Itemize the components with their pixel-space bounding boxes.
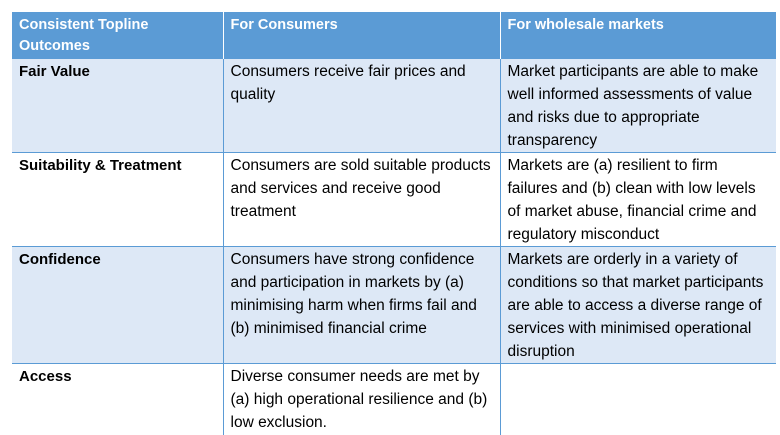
row-outcome-label: Suitability & Treatment <box>12 152 223 247</box>
row-consumers-cell: Diverse consumer needs are met by (a) hi… <box>222 363 500 435</box>
table-row: Suitability & Treatment Consumers are so… <box>12 152 776 247</box>
header-outcomes: Consistent Topline Outcomes <box>12 12 223 59</box>
row-wholesale-cell: Markets are orderly in a variety of cond… <box>499 246 776 364</box>
outcomes-table: Consistent Topline Outcomes For Consumer… <box>12 12 776 435</box>
header-wholesale: For wholesale markets <box>499 12 776 59</box>
row-consumers-cell: Consumers receive fair prices and qualit… <box>222 58 500 153</box>
table-row: Access Diverse consumer needs are met by… <box>12 363 776 435</box>
row-wholesale-cell <box>499 363 776 435</box>
table-row: Confidence Consumers have strong confide… <box>12 246 776 364</box>
header-row: Consistent Topline Outcomes For Consumer… <box>12 12 776 59</box>
table-row: Fair Value Consumers receive fair prices… <box>12 58 776 153</box>
outcomes-table-container: Consistent Topline Outcomes For Consumer… <box>12 12 776 435</box>
row-wholesale-cell: Market participants are able to make wel… <box>499 58 776 153</box>
row-consumers-cell: Consumers have strong confidence and par… <box>222 246 500 364</box>
row-outcome-label: Access <box>12 363 223 435</box>
header-consumers: For Consumers <box>222 12 500 59</box>
row-wholesale-cell: Markets are (a) resilient to firm failur… <box>499 152 776 247</box>
row-outcome-label: Confidence <box>12 246 223 364</box>
row-consumers-cell: Consumers are sold suitable products and… <box>222 152 500 247</box>
row-outcome-label: Fair Value <box>12 58 223 153</box>
